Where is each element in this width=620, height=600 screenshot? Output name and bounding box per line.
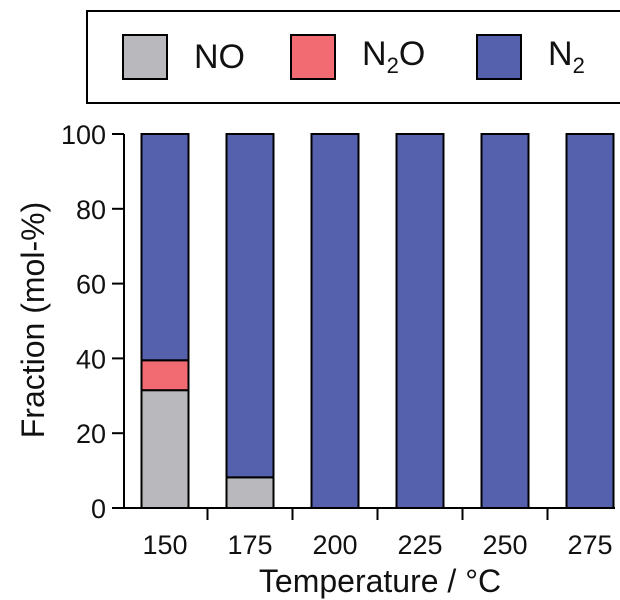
legend-label-n2-main: N	[548, 35, 573, 74]
legend-swatch-n2o	[290, 34, 336, 80]
legend-label-n2o: N2O	[362, 35, 425, 79]
y-tick-label-40: 40	[76, 344, 106, 374]
bar-n2-275	[565, 133, 615, 509]
bar-n2o-150	[140, 359, 190, 392]
legend-label-no-text: NO	[194, 37, 245, 76]
bar-n2-150	[140, 133, 190, 362]
x-tick-label-275: 275	[567, 530, 612, 560]
y-tick-label-100: 100	[61, 120, 106, 150]
x-tick-label-150: 150	[142, 530, 187, 560]
legend-item-n2o: N2O	[290, 34, 425, 80]
y-tick-label-60: 60	[76, 270, 106, 300]
bar-n2-250	[480, 133, 530, 509]
bars-group	[140, 133, 615, 509]
bar-no-175	[225, 476, 275, 509]
x-tick-label-200: 200	[312, 530, 357, 560]
y-tick-label-20: 20	[76, 419, 106, 449]
x-tick-label-175: 175	[227, 530, 272, 560]
bar-n2-200	[310, 133, 360, 509]
legend-label-no: NO	[194, 38, 245, 77]
y-tick-label-80: 80	[76, 195, 106, 225]
legend-swatch-no	[122, 34, 168, 80]
axes-group: 150 175 200 225 250 275 0 20 40 60 80 100	[61, 120, 615, 560]
legend: NO N2O N2	[86, 10, 620, 104]
y-axis-title: Fraction (mol-%)	[15, 202, 51, 438]
legend-label-n2-sub: 2	[572, 52, 585, 78]
y-tick-label-0: 0	[91, 494, 106, 524]
x-tick-label-250: 250	[482, 530, 527, 560]
bar-n2-225	[395, 133, 445, 509]
legend-swatch-n2	[476, 34, 522, 80]
legend-label-n2o-suffix: O	[398, 35, 426, 74]
legend-label-n2o-sub: 2	[386, 52, 399, 78]
legend-item-n2: N2	[476, 34, 585, 80]
legend-label-n2: N2	[548, 35, 585, 79]
legend-item-no: NO	[122, 34, 245, 80]
bar-n2-175	[225, 133, 275, 479]
bar-no-150	[140, 389, 190, 509]
x-axis-title: Temperature / °C	[259, 563, 501, 599]
x-tick-label-225: 225	[397, 530, 442, 560]
legend-label-n2o-main: N	[362, 35, 387, 74]
